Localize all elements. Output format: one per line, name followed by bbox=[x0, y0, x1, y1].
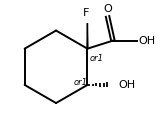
Text: OH: OH bbox=[118, 80, 135, 90]
Text: O: O bbox=[103, 4, 112, 14]
Text: or1: or1 bbox=[89, 54, 103, 63]
Text: OH: OH bbox=[138, 36, 156, 46]
Text: or1: or1 bbox=[74, 78, 88, 87]
Polygon shape bbox=[87, 23, 88, 49]
Text: F: F bbox=[83, 8, 89, 18]
